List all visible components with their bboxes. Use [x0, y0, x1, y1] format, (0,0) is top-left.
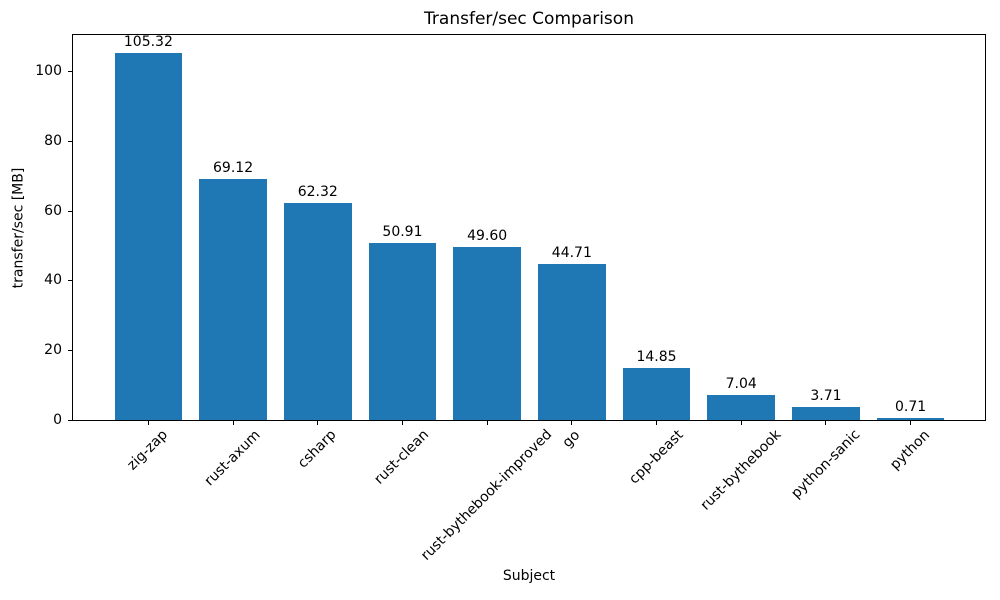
y-tick-label: 100	[35, 63, 62, 80]
x-tick-mark	[910, 421, 912, 425]
bar-value-label: 14.85	[636, 349, 677, 366]
bar-value-label: 44.71	[551, 245, 592, 262]
x-tick-label: csharp	[295, 426, 340, 472]
bar-value-label: 49.60	[467, 228, 508, 245]
y-tick-mark	[68, 280, 72, 282]
y-tick-label: 20	[44, 341, 62, 358]
x-tick-label: python-sanic	[788, 426, 864, 503]
x-tick-mark	[147, 421, 149, 425]
x-tick-mark	[401, 421, 403, 425]
chart-title: Transfer/sec Comparison	[424, 9, 634, 29]
x-tick-label: rust-clean	[371, 426, 433, 488]
y-tick-mark	[68, 210, 72, 212]
y-tick-mark	[68, 419, 72, 421]
y-axis-label: transfer/sec [MB]	[10, 167, 27, 289]
y-tick-label: 40	[44, 272, 62, 289]
y-tick-mark	[68, 349, 72, 351]
x-tick-label: cpp-beast	[626, 426, 687, 488]
bar-value-label: 3.71	[810, 388, 842, 405]
bar-rust-clean	[368, 242, 437, 420]
bar-rust-bythebook-improved	[453, 247, 522, 420]
bar-python	[876, 417, 945, 420]
x-tick-mark	[486, 421, 488, 425]
x-tick-label: rust-axum	[201, 427, 264, 490]
bar-value-label: 7.04	[725, 376, 757, 393]
x-tick-mark	[656, 421, 658, 425]
x-tick-label: rust-bythebook	[697, 427, 785, 514]
x-tick-label: python	[887, 426, 934, 473]
bar-zig-zap	[114, 53, 183, 420]
x-tick-label: rust-bythebook-improved	[418, 426, 556, 565]
x-axis-label: Subject	[502, 568, 556, 584]
bar-csharp	[283, 203, 352, 420]
bar-value-label: 0.71	[895, 398, 927, 415]
x-tick-mark	[317, 421, 319, 425]
x-tick-mark	[825, 421, 827, 425]
bar-value-label: 62.32	[297, 184, 338, 201]
y-tick-mark	[68, 140, 72, 142]
bar-python-sanic	[792, 407, 860, 420]
x-tick-label: go	[559, 426, 584, 451]
y-tick-label: 60	[44, 202, 62, 219]
bar-value-label: 50.91	[382, 223, 423, 240]
bar-cpp-beast	[622, 368, 691, 420]
bar-go	[537, 264, 606, 420]
x-tick-mark	[571, 421, 573, 425]
bar-value-label: 69.12	[213, 160, 254, 177]
bar-rust-bythebook	[707, 395, 776, 420]
x-tick-mark	[740, 421, 742, 425]
x-tick-mark	[232, 421, 234, 425]
y-tick-label: 0	[53, 411, 62, 428]
x-tick-label: zig-zap	[124, 426, 172, 474]
bar-value-label: 105.32	[123, 34, 173, 51]
y-tick-label: 80	[44, 132, 62, 149]
y-tick-mark	[68, 71, 72, 73]
bar-rust-axum	[199, 179, 267, 420]
